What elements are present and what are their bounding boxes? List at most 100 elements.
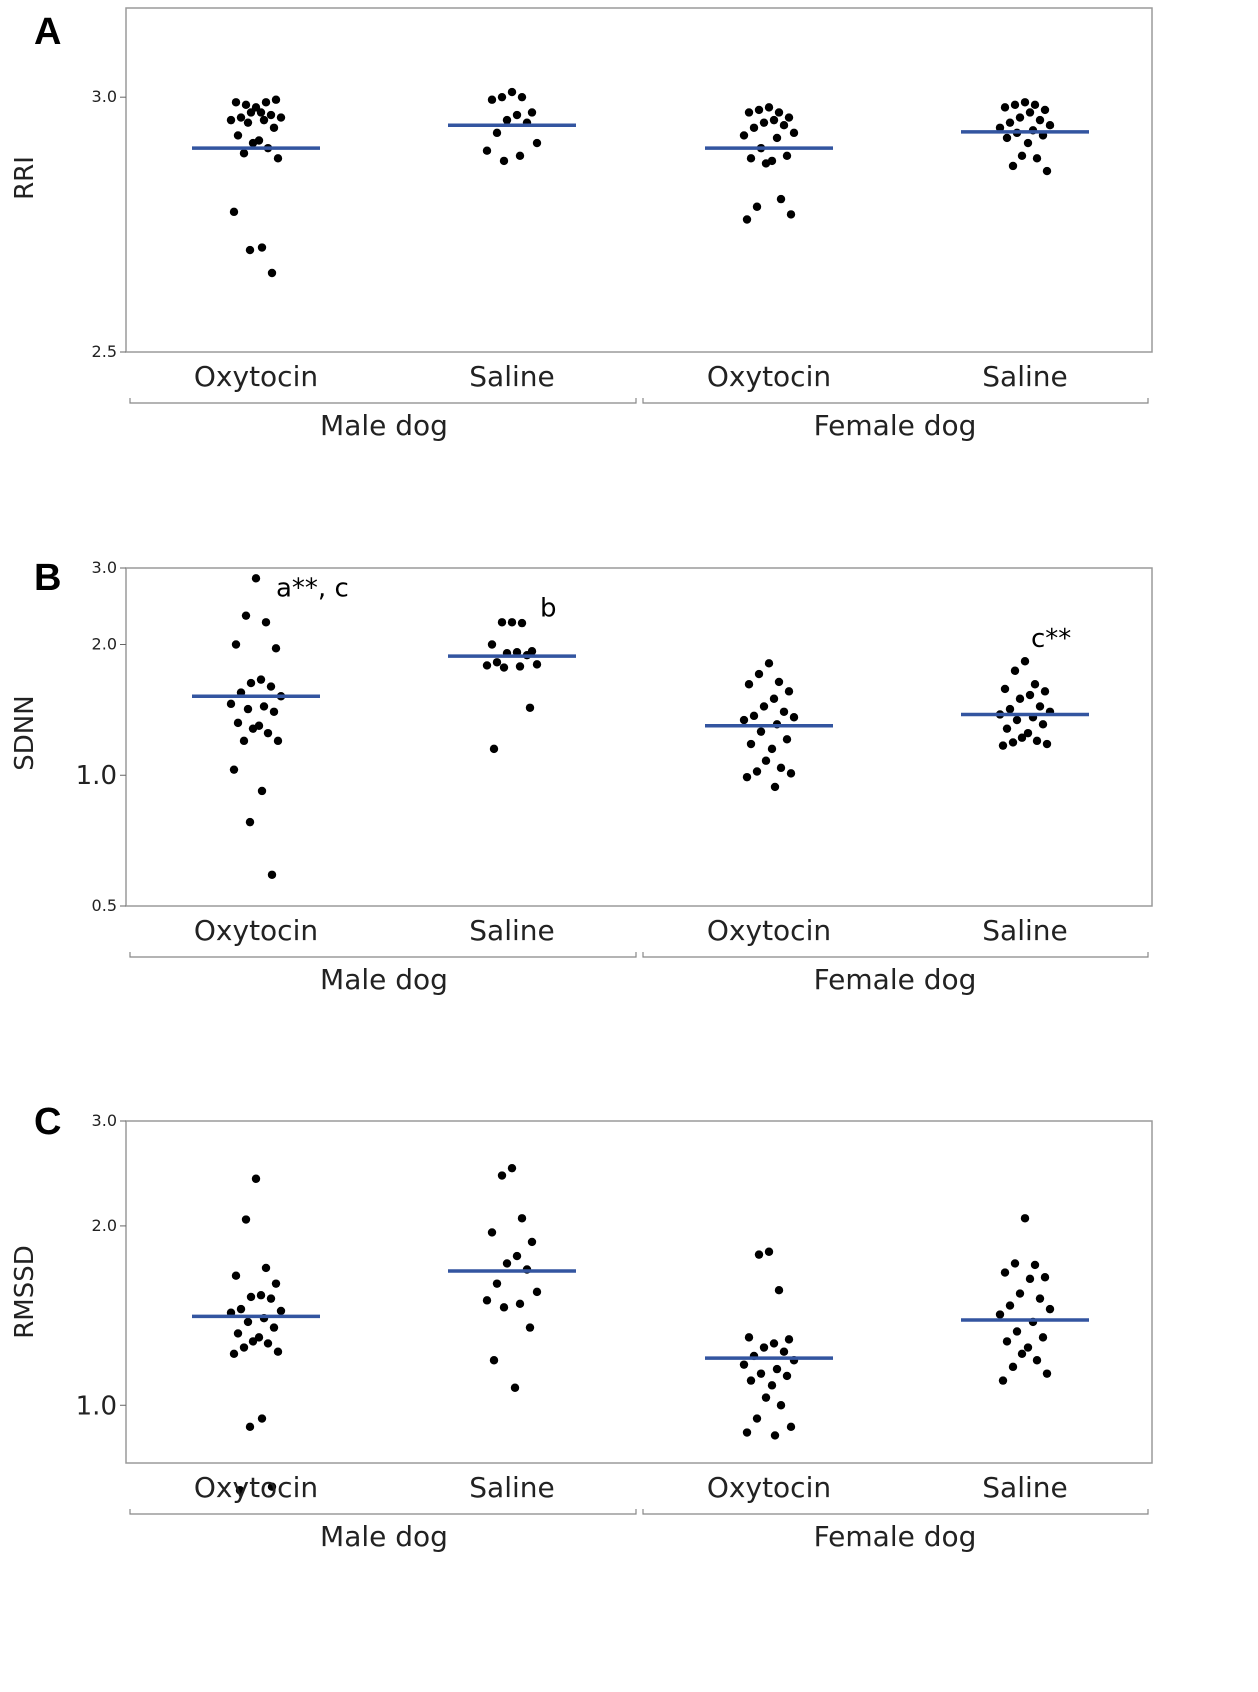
- data-point: [770, 782, 780, 792]
- data-point: [1008, 738, 1018, 747]
- data-point: [487, 640, 497, 649]
- data-point: [1035, 1294, 1045, 1303]
- data-point: [1023, 138, 1033, 148]
- data-point: [515, 662, 525, 671]
- data-point: [739, 131, 749, 140]
- data-point: [754, 105, 764, 115]
- data-point: [1025, 1274, 1035, 1284]
- data-point: [517, 92, 527, 102]
- data-point: [1002, 133, 1012, 143]
- y-tick-label: 3.0: [92, 558, 117, 577]
- data-point: [229, 207, 239, 217]
- significance-annotation: b: [540, 593, 557, 623]
- data-point: [1005, 118, 1015, 127]
- data-point: [739, 715, 749, 725]
- category-label: Oxytocin: [194, 914, 318, 947]
- data-point: [497, 1171, 507, 1180]
- data-point: [1032, 1356, 1042, 1365]
- y-tick-label: 0.5: [92, 896, 117, 915]
- data-point: [1025, 690, 1035, 700]
- data-point: [742, 1428, 752, 1437]
- data-point: [767, 1381, 777, 1390]
- data-point: [761, 1393, 771, 1402]
- category-label: Saline: [982, 1471, 1067, 1504]
- data-point: [764, 659, 774, 668]
- data-point: [744, 680, 754, 689]
- group-label: Female dog: [814, 409, 977, 442]
- data-point: [502, 115, 512, 125]
- data-point: [1038, 720, 1048, 729]
- data-point: [525, 703, 535, 712]
- data-point: [1045, 121, 1055, 130]
- panel-letter: C: [34, 1101, 61, 1143]
- data-point: [742, 215, 752, 224]
- data-point: [271, 95, 281, 104]
- data-point: [482, 661, 492, 670]
- data-point: [235, 1486, 245, 1495]
- data-point: [782, 1371, 792, 1381]
- data-point: [1030, 1260, 1040, 1270]
- data-point: [254, 1333, 264, 1342]
- data-point: [266, 110, 276, 120]
- significance-annotation: c**: [1031, 624, 1071, 654]
- data-point: [231, 640, 241, 649]
- data-point: [261, 98, 271, 107]
- data-point: [1010, 666, 1020, 675]
- data-point: [482, 146, 492, 155]
- data-point: [776, 1401, 786, 1410]
- data-point: [233, 131, 243, 140]
- group-bracket: [129, 952, 637, 958]
- category-label: Saline: [982, 914, 1067, 947]
- data-point: [482, 1296, 492, 1305]
- data-point: [752, 767, 762, 776]
- data-point: [776, 763, 786, 773]
- data-point: [492, 128, 502, 138]
- data-point: [1042, 1369, 1052, 1378]
- data-point: [499, 156, 509, 166]
- data-point: [263, 728, 273, 738]
- data-point: [1035, 115, 1045, 125]
- data-point: [236, 113, 246, 122]
- data-point: [233, 718, 243, 728]
- data-point: [257, 786, 267, 796]
- data-point: [532, 138, 542, 148]
- data-point: [1008, 161, 1018, 171]
- data-point: [241, 1215, 251, 1224]
- data-point: [512, 110, 522, 120]
- data-point: [276, 1306, 286, 1316]
- data-point: [759, 702, 769, 711]
- data-point: [487, 1228, 497, 1237]
- data-point: [246, 108, 256, 117]
- data-point: [243, 1317, 253, 1327]
- data-point: [246, 678, 256, 688]
- data-point: [774, 1286, 784, 1295]
- data-point: [243, 704, 253, 714]
- category-label: Oxytocin: [194, 1471, 318, 1504]
- data-point: [489, 744, 499, 754]
- data-point: [512, 647, 522, 657]
- data-point: [1020, 1214, 1030, 1223]
- data-point: [229, 1349, 239, 1359]
- data-point: [515, 151, 525, 160]
- data-point: [515, 1299, 525, 1309]
- data-point: [776, 194, 786, 204]
- data-point: [746, 154, 756, 163]
- panel-letter: A: [34, 11, 61, 53]
- category-label: Oxytocin: [707, 1471, 831, 1504]
- data-point: [752, 1414, 762, 1423]
- data-point: [772, 133, 782, 143]
- data-point: [772, 1364, 782, 1374]
- data-point: [241, 611, 251, 620]
- data-point: [266, 1294, 276, 1303]
- data-point: [276, 113, 286, 122]
- data-point: [1017, 1349, 1027, 1359]
- data-point: [1002, 724, 1012, 733]
- data-point: [1012, 1327, 1022, 1336]
- panel-b: B SDNN 3.0 2.0 1.0 0.5 a**, c b c** Oxytocin Salin…: [10, 557, 1153, 996]
- plot-frame: [125, 1120, 1153, 1464]
- group-bracket: [642, 952, 1149, 958]
- group-bracket: [129, 1509, 637, 1515]
- data-point: [1002, 1337, 1012, 1346]
- data-point: [492, 1279, 502, 1288]
- data-point: [512, 1251, 522, 1261]
